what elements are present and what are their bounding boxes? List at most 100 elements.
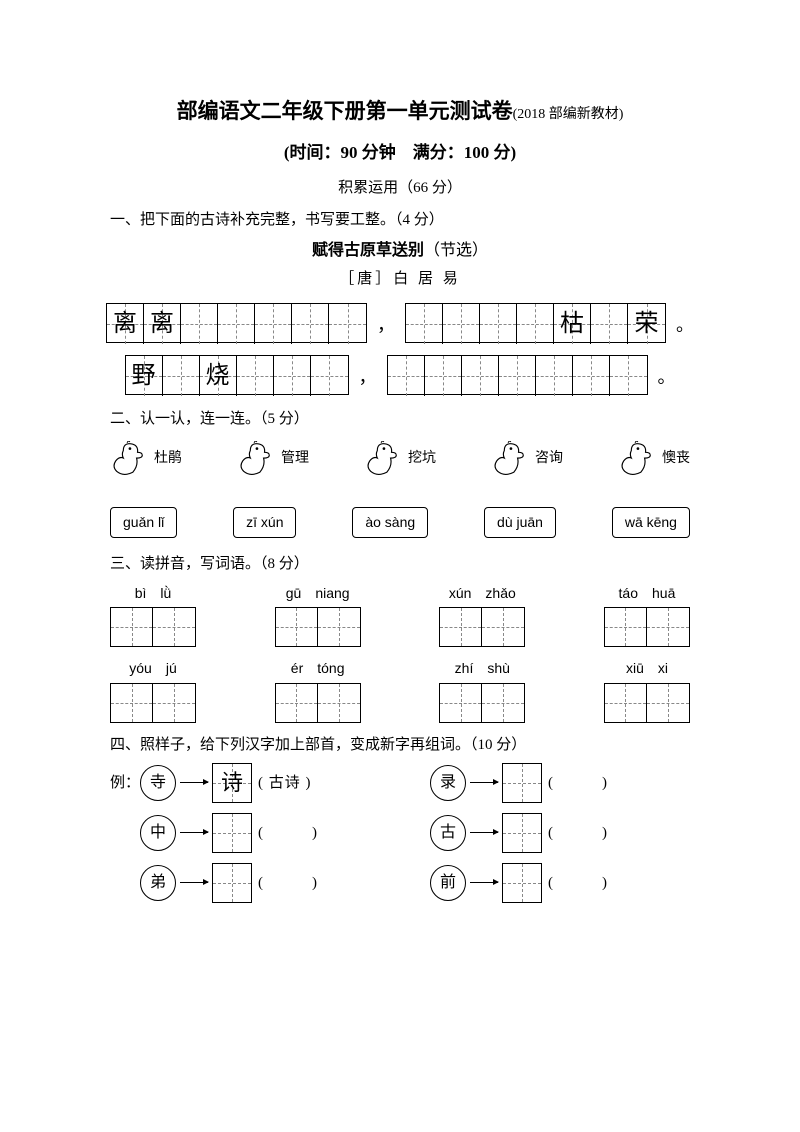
- duck-item[interactable]: 管理: [237, 441, 309, 477]
- q3-item: xiūxi: [604, 657, 690, 722]
- tianzige-cell[interactable]: [480, 304, 517, 344]
- source-char-circle: 录: [430, 765, 466, 801]
- arrow-icon: [470, 882, 498, 883]
- q3-item: zhíshù: [439, 657, 525, 722]
- tianzige-cell[interactable]: 野: [126, 356, 163, 396]
- q4-row: 弟 ( ) 前 ( ): [110, 863, 690, 903]
- punct-comma: ，: [359, 363, 377, 396]
- duck-icon: [618, 441, 656, 477]
- tianzige-cell[interactable]: [181, 304, 218, 344]
- duck-label: 管理: [281, 448, 309, 470]
- duck-item[interactable]: 懊丧: [618, 441, 690, 477]
- q3-pinyin: zhíshù: [455, 657, 510, 679]
- source-char-circle: 前: [430, 865, 466, 901]
- tianzige-cell[interactable]: [218, 304, 255, 344]
- duck-icon: [110, 441, 148, 477]
- tianzige-cell[interactable]: [329, 304, 366, 344]
- poem-strip: 离 离: [106, 303, 367, 343]
- duck-item[interactable]: 挖坑: [364, 441, 436, 477]
- result-char-box: 诗: [212, 763, 252, 803]
- duck-icon: [364, 441, 402, 477]
- tianzige-cell[interactable]: 枯: [554, 304, 591, 344]
- pinyin-box[interactable]: ào sàng: [352, 507, 428, 537]
- duck-row: 杜鹃 管理 挖坑 咨询 懊丧: [110, 441, 690, 477]
- result-char-box[interactable]: [212, 863, 252, 903]
- tianzige-cell[interactable]: [443, 304, 480, 344]
- duck-item[interactable]: 杜鹃: [110, 441, 182, 477]
- word-paren: ( 古诗 ): [258, 771, 312, 795]
- write-box[interactable]: [604, 607, 690, 647]
- duck-label: 杜鹃: [154, 448, 182, 470]
- time-score: (时间：90 分钟 满分：100 分): [110, 139, 690, 166]
- q3-pinyin: yóujú: [129, 657, 176, 679]
- tianzige-cell[interactable]: [499, 356, 536, 396]
- source-char-circle: 弟: [140, 865, 176, 901]
- tianzige-cell[interactable]: [591, 304, 628, 344]
- word-paren[interactable]: ( ): [548, 771, 608, 795]
- tianzige-cell[interactable]: 荣: [628, 304, 665, 344]
- write-box[interactable]: [439, 607, 525, 647]
- word-paren[interactable]: ( ): [548, 871, 608, 895]
- q4-head: 四、照样子，给下列汉字加上部首，变成新字再组词。（10 分）: [110, 733, 690, 757]
- tianzige-cell[interactable]: 离: [107, 304, 144, 344]
- poem-strip: 枯 荣: [405, 303, 666, 343]
- write-box[interactable]: [275, 683, 361, 723]
- duck-label: 挖坑: [408, 448, 436, 470]
- poem-strip: 野 烧: [125, 355, 349, 395]
- result-char-box[interactable]: [502, 763, 542, 803]
- word-paren[interactable]: ( ): [258, 871, 318, 895]
- tianzige-cell[interactable]: [610, 356, 647, 396]
- q1-head: 一、把下面的古诗补充完整，书写要工整。（4 分）: [110, 208, 690, 232]
- arrow-icon: [180, 882, 208, 883]
- q3-pinyin: xúnzhǎo: [449, 582, 516, 604]
- punct-comma: ，: [377, 311, 395, 344]
- tianzige-cell[interactable]: [536, 356, 573, 396]
- q3-item: bìlǜ: [110, 582, 196, 647]
- result-char-box[interactable]: [212, 813, 252, 853]
- poem-strip: [387, 355, 648, 395]
- tianzige-cell[interactable]: 离: [144, 304, 181, 344]
- duck-icon: [237, 441, 275, 477]
- pinyin-box[interactable]: zī xún: [233, 507, 296, 537]
- q3-pinyin: gūniang: [286, 582, 350, 604]
- pinyin-box[interactable]: dù juān: [484, 507, 556, 537]
- write-box[interactable]: [110, 683, 196, 723]
- write-box[interactable]: [275, 607, 361, 647]
- tianzige-cell[interactable]: [274, 356, 311, 396]
- tianzige-cell[interactable]: [163, 356, 200, 396]
- write-box[interactable]: [110, 607, 196, 647]
- tianzige-cell[interactable]: [311, 356, 348, 396]
- page-title: 部编语文二年级下册第一单元测试卷(2018 部编新教材): [110, 95, 690, 129]
- q3-item: értóng: [275, 657, 361, 722]
- poem-author: ［唐］白 居 易: [110, 267, 690, 291]
- q3-pinyin: xiūxi: [626, 657, 668, 679]
- tianzige-cell[interactable]: [462, 356, 499, 396]
- q3-pinyin: bìlǜ: [135, 582, 172, 604]
- tianzige-cell[interactable]: [425, 356, 462, 396]
- result-char-box[interactable]: [502, 863, 542, 903]
- tianzige-cell[interactable]: [406, 304, 443, 344]
- write-box[interactable]: [604, 683, 690, 723]
- pinyin-box[interactable]: wā kēng: [612, 507, 690, 537]
- tianzige-cell[interactable]: [388, 356, 425, 396]
- tianzige-cell[interactable]: [237, 356, 274, 396]
- q4-left-col: 弟 ( ): [110, 863, 400, 903]
- q3-item: táohuā: [604, 582, 690, 647]
- tianzige-cell[interactable]: [573, 356, 610, 396]
- result-char-box[interactable]: [502, 813, 542, 853]
- arrow-icon: [180, 782, 208, 783]
- word-paren[interactable]: ( ): [258, 821, 318, 845]
- q3-pinyin: értóng: [291, 657, 345, 679]
- tianzige-cell[interactable]: 烧: [200, 356, 237, 396]
- tianzige-cell[interactable]: [255, 304, 292, 344]
- pinyin-box[interactable]: guǎn lǐ: [110, 507, 177, 537]
- pinyin-row: guǎn lǐ zī xún ào sàng dù juān wā kēng: [110, 507, 690, 537]
- tianzige-cell[interactable]: [517, 304, 554, 344]
- q3-item: xúnzhǎo: [439, 582, 525, 647]
- tianzige-cell[interactable]: [292, 304, 329, 344]
- write-box[interactable]: [439, 683, 525, 723]
- q3-row-2: yóujú értóng zhíshù xiūxi: [110, 657, 690, 722]
- q3-item: yóujú: [110, 657, 196, 722]
- word-paren[interactable]: ( ): [548, 821, 608, 845]
- duck-item[interactable]: 咨询: [491, 441, 563, 477]
